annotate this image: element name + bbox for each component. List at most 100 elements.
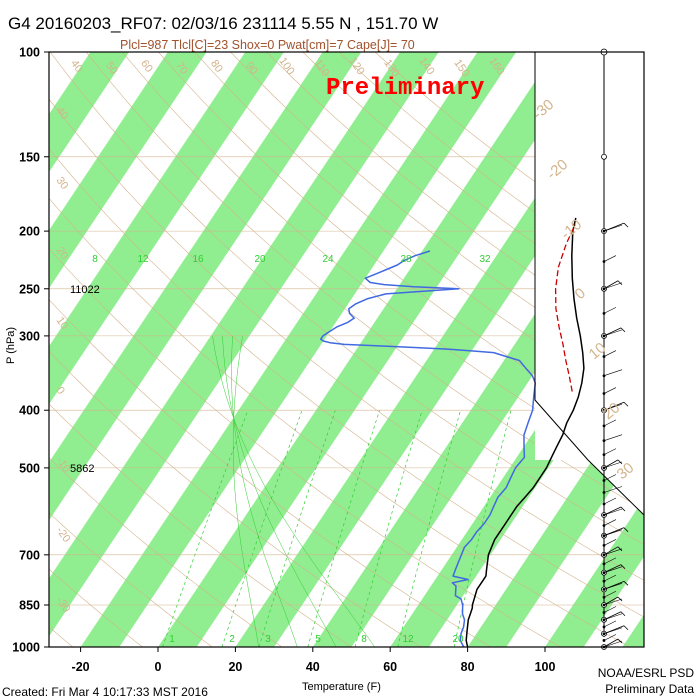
wind-barb <box>603 280 619 290</box>
moist-adiabat <box>231 335 298 647</box>
theta-label-top: 60 <box>138 58 155 75</box>
wind-barb <box>603 627 623 635</box>
wind-barb <box>603 564 622 574</box>
preliminary-watermark: Preliminary <box>326 75 484 102</box>
isotherm-band <box>622 614 644 647</box>
wind-barb <box>603 403 623 411</box>
wind-barb <box>603 638 619 648</box>
wind-barb <box>603 606 617 613</box>
mixing-ratio-label: 32 <box>479 254 491 265</box>
x-tick-label: 40 <box>306 660 320 674</box>
wind-barb <box>603 307 617 314</box>
y-tick-label: 300 <box>19 329 40 343</box>
isotherm-band <box>49 52 130 173</box>
wind-barb <box>603 387 617 394</box>
wind-barb <box>603 583 623 590</box>
wind-barb-flag <box>623 222 629 228</box>
y-tick-label: 200 <box>19 225 40 239</box>
y-tick-label: 250 <box>19 282 40 296</box>
wind-panel <box>535 52 644 515</box>
created-timestamp: Created: Fri Mar 4 10:17:33 MST 2016 <box>2 685 208 699</box>
wind-barb <box>603 613 623 621</box>
wind-barb <box>603 529 623 536</box>
wind-barb <box>603 282 623 290</box>
wind-barb <box>603 224 623 232</box>
height-label: 11022 <box>70 284 100 296</box>
wind-barb <box>603 474 617 481</box>
height-label: 5862 <box>70 463 94 475</box>
theta-label-left: 40 <box>54 105 71 122</box>
theta-label-top: 70 <box>173 60 190 77</box>
y-tick-label: 500 <box>19 461 40 475</box>
mixing-ratio-label: 28 <box>400 254 412 265</box>
footer-agency: NOAA/ESRL PSD <box>598 666 695 680</box>
wind-barb-flag <box>623 527 629 532</box>
isotherm-band <box>49 52 284 405</box>
theta-label-top: 50 <box>103 60 120 77</box>
plot-frame <box>48 51 645 648</box>
chart-subtitle: Plcl=987 Tlcl[C]=23 Shox=0 Pwat[cm]=7 Ca… <box>120 38 415 52</box>
wind-barb-flag <box>620 611 626 617</box>
isotherm-band <box>49 52 362 521</box>
mixing-ratio-label: 16 <box>192 254 204 265</box>
wind-barb-flag <box>617 596 623 602</box>
y-tick-label: 700 <box>19 548 40 562</box>
wind-barb <box>603 459 619 469</box>
wind-barb <box>603 640 623 648</box>
parcel-line <box>554 224 576 392</box>
x-tick-label: 100 <box>535 660 556 674</box>
theta-label-left: 0 <box>54 385 67 397</box>
temperature-line <box>465 217 585 647</box>
wind-barb <box>603 620 617 628</box>
theta-label-top: 40 <box>68 58 85 75</box>
moist-adiabat <box>212 335 375 647</box>
wind-barb <box>603 574 617 582</box>
x-tick-label: 60 <box>383 660 397 674</box>
mixing-ratio-label: 20 <box>254 254 266 265</box>
mixing-ratio-bottom-label: 5 <box>315 634 321 645</box>
wind-barb <box>603 546 619 556</box>
wind-barb <box>603 596 619 606</box>
pressure-axis: 100 150 200 250 300 400 500 700 850 1000 <box>12 46 49 655</box>
y-tick-label: 150 <box>19 150 40 164</box>
wind-barb-flag <box>620 564 626 569</box>
isotherm-band <box>158 52 594 647</box>
wind-barb <box>603 255 617 262</box>
moist-adiabat <box>232 335 259 647</box>
y-axis-label: P (hPa) <box>5 327 17 364</box>
footer-note: Preliminary Data <box>605 682 694 696</box>
wind-barb <box>603 434 623 441</box>
theta-label-left: 30 <box>54 175 71 192</box>
moist-adiabat <box>222 335 337 647</box>
wind-barb <box>603 539 617 546</box>
mixing-ratio-bottom-label: 20 <box>452 634 464 645</box>
wind-barb <box>603 519 617 526</box>
mixing-ratio-label: 24 <box>322 254 334 265</box>
x-axis-label: Temperature (F) <box>302 681 381 693</box>
wind-barb <box>603 350 617 357</box>
wind-barb <box>603 611 622 621</box>
wind-barb <box>603 448 617 455</box>
mixing-ratio-bottom-label: 12 <box>402 634 414 645</box>
wind-barb <box>603 598 623 606</box>
wind-barb <box>603 548 623 556</box>
wind-barb <box>603 327 622 337</box>
isotherm-band <box>49 52 207 289</box>
wind-barb <box>603 634 617 641</box>
mixing-ratio-label: 8 <box>92 254 98 265</box>
wind-barb-flag <box>623 401 629 407</box>
isotherm-band <box>390 266 644 647</box>
wind-barb-flag <box>623 625 629 631</box>
theta-label-top: 90 <box>243 60 260 77</box>
wind-barb <box>603 497 617 505</box>
wind-barb <box>603 591 617 598</box>
mixing-ratio-bottom-label: 1 <box>169 634 175 645</box>
mixing-ratio-bottom-label: 3 <box>265 634 271 645</box>
wind-barb-flag <box>617 546 623 552</box>
wind-barb <box>603 508 623 516</box>
x-tick-label: 80 <box>461 660 475 674</box>
y-tick-label: 100 <box>19 46 40 60</box>
chart-title: G4 20160203_RF07: 02/03/16 231114 5.55 N… <box>8 14 438 33</box>
wind-barb <box>603 461 623 469</box>
